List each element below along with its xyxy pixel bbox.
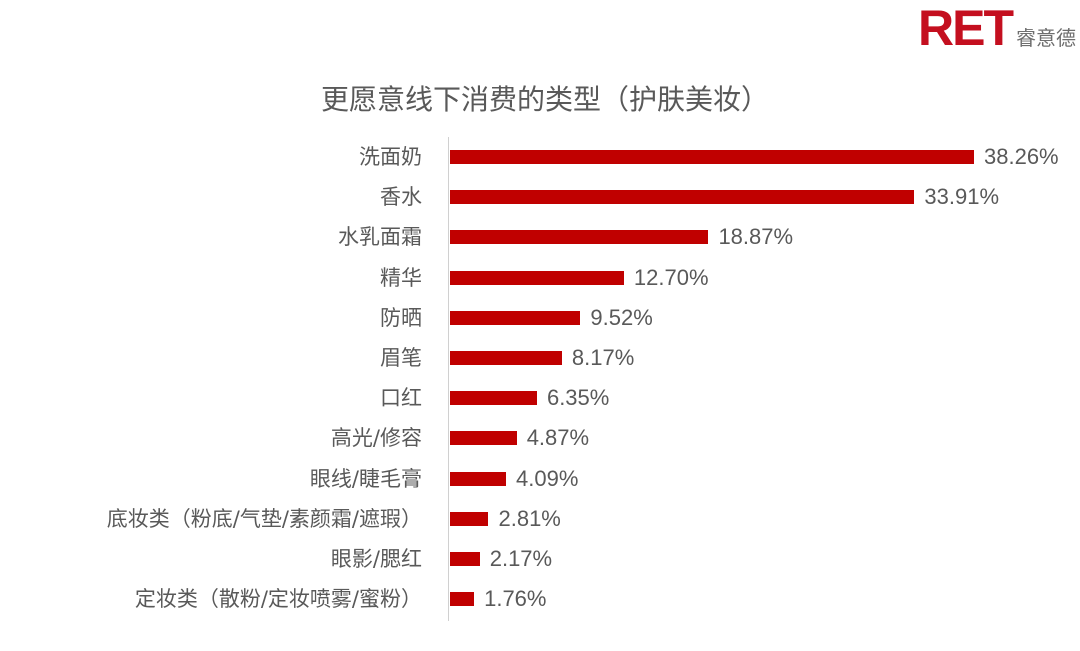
category-label: 定妆类（散粉/定妆喷雾/蜜粉） (134, 587, 422, 612)
bar (450, 270, 624, 285)
value-label: 38.26% (984, 144, 1059, 169)
bar-row: 洗面奶 38.26% (0, 137, 1080, 177)
logo-mark: RET (918, 0, 1014, 56)
bar-row: 高光/修容 4.87% (0, 418, 1080, 458)
bar (450, 190, 915, 205)
value-label: 8.17% (571, 345, 635, 370)
category-axis-line (448, 137, 449, 621)
bar-row: 口红 6.35% (0, 378, 1080, 418)
bar-row: 眼线/睫毛膏 4.09% (0, 459, 1080, 499)
bar (450, 552, 480, 566)
value-label: 4.87% (526, 425, 590, 451)
category-label: 香水 (380, 185, 422, 210)
bar-row: 香水 33.91% (0, 177, 1080, 217)
bar (450, 592, 475, 607)
bar (450, 511, 489, 526)
value-label: 2.17% (489, 546, 553, 571)
bar-row: 精华 12.70% (0, 258, 1080, 298)
bar (450, 230, 709, 245)
bar (450, 310, 581, 325)
category-label: 精华 (380, 265, 422, 290)
category-label: 防晒 (380, 305, 422, 330)
bar (450, 391, 537, 406)
bar-row: 防晒 9.52% (0, 298, 1080, 338)
bar (450, 150, 974, 164)
value-label: 18.87% (718, 224, 794, 250)
category-label: 高光/修容 (330, 426, 422, 451)
bar-row: 底妆类（粉底/气垫/素颜霜/遮瑕） 2.81% (0, 499, 1080, 539)
value-label: 9.52% (590, 304, 653, 330)
value-label: 6.35% (546, 385, 610, 411)
category-label: 洗面奶 (359, 145, 422, 169)
value-label: 4.09% (516, 465, 579, 491)
bar-row: 眉笔 8.17% (0, 338, 1080, 378)
bar-row: 眼影/腮红 2.17% (0, 539, 1080, 579)
brand-logo: RET 睿意德 (918, 0, 1076, 56)
category-label: 底妆类（粉底/气垫/素颜霜/遮瑕） (106, 506, 422, 531)
category-label: 水乳面霜 (338, 225, 422, 250)
category-label: 口红 (380, 386, 422, 411)
bar (450, 471, 507, 486)
category-label: 眼线/睫毛膏 (309, 466, 422, 491)
value-label: 33.91% (924, 184, 1000, 210)
bar (450, 431, 517, 446)
bar-row: 水乳面霜 18.87% (0, 217, 1080, 257)
value-label: 2.81% (498, 505, 561, 531)
logo-company-name: 睿意德 (1016, 26, 1076, 50)
bar-row: 定妆类（散粉/定妆喷雾/蜜粉） 1.76% (0, 579, 1080, 619)
category-label: 眼影/腮红 (330, 547, 422, 571)
bar (450, 351, 562, 365)
chart-title: 更愿意线下消费的类型（护肤美妆） (320, 83, 769, 116)
value-label: 12.70% (633, 264, 709, 290)
category-label: 眉笔 (380, 346, 422, 370)
value-label: 1.76% (484, 586, 547, 612)
